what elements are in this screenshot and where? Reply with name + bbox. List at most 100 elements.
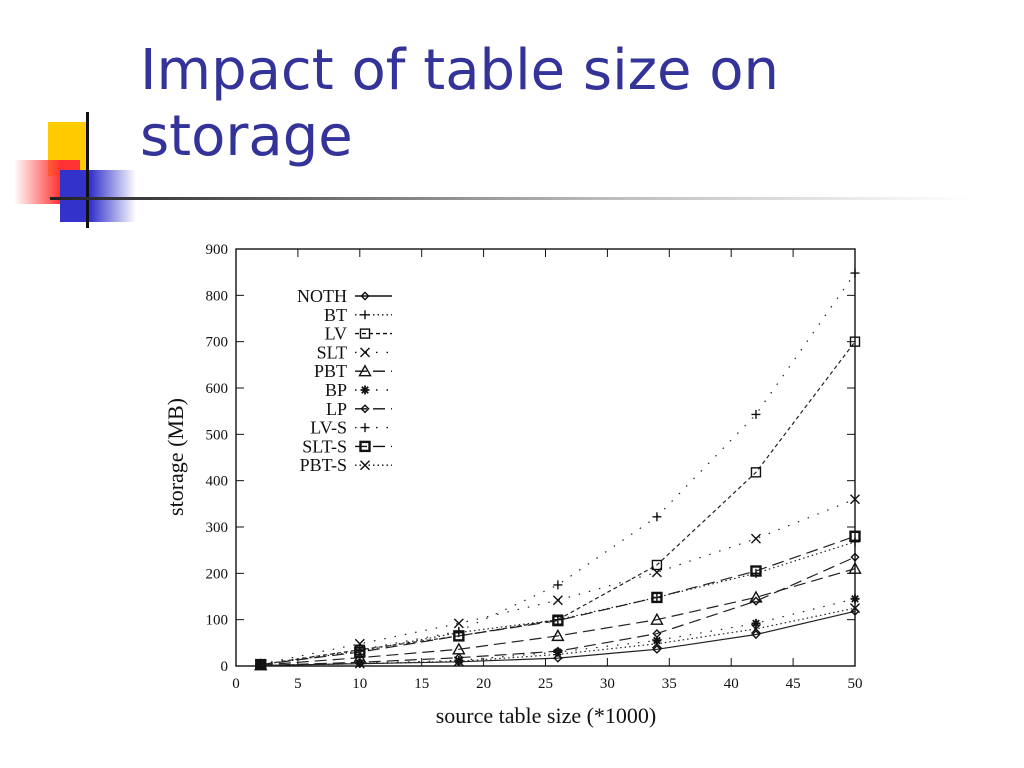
- legend-label: BT: [324, 305, 347, 325]
- plot-area: 0 5 10 15 20 25 30 35 40 45 5001002003004005006007…: [206, 242, 863, 692]
- y-tick-label: 500: [206, 427, 229, 443]
- legend-entry: SLT-S: [302, 436, 392, 456]
- y-tick-label: 700: [206, 335, 229, 351]
- slide-title-line2: storage: [140, 104, 353, 169]
- x-tick-label: 15: [414, 676, 429, 692]
- series-line: [260, 556, 856, 667]
- data-point: [850, 494, 860, 505]
- data-point: [850, 603, 860, 614]
- data-point: [652, 512, 662, 522]
- data-point: [651, 591, 663, 604]
- storage-line-chart: 0 5 10 15 20 25 30 35 40 45 5001002003004005006007…: [163, 242, 863, 728]
- legend-label: LV: [325, 324, 347, 344]
- y-tick-label: 900: [206, 242, 229, 258]
- data-point: [552, 614, 564, 627]
- series-slt-s: [255, 530, 861, 671]
- legend-entry: PBT: [314, 361, 392, 381]
- data-point: [652, 636, 662, 646]
- legend-entry: BP: [325, 380, 392, 400]
- data-point: [850, 552, 860, 562]
- y-tick-label: 400: [206, 474, 229, 490]
- series-line: [260, 272, 856, 665]
- y-tick-label: 0: [221, 659, 229, 675]
- data-point: [453, 630, 465, 642]
- data-point: [849, 336, 861, 347]
- data-point: [850, 594, 860, 604]
- data-point: [552, 649, 563, 660]
- data-point: [849, 530, 861, 542]
- data-point: [750, 565, 762, 577]
- legend-entry: LP: [326, 399, 392, 419]
- data-point: [750, 533, 761, 544]
- x-axis-label: source table size (*1000): [436, 703, 657, 728]
- title-underline: [50, 197, 970, 200]
- data-point: [651, 638, 662, 649]
- x-tick-label: 10: [352, 676, 367, 692]
- data-point: [354, 646, 366, 658]
- data-point: [453, 656, 464, 667]
- data-point: [750, 467, 762, 478]
- legend-label: SLT-S: [302, 436, 347, 456]
- legend-label: LP: [326, 399, 347, 419]
- legend-entry: PBT-S: [300, 455, 392, 475]
- data-point: [751, 596, 761, 606]
- data-point: [354, 658, 365, 669]
- legend-label: PBT-S: [300, 455, 347, 475]
- x-tick-label: 45: [786, 676, 801, 692]
- legend-marker: [360, 404, 370, 414]
- x-tick-label: 40: [724, 676, 739, 692]
- data-point: [850, 268, 860, 278]
- legend-marker: [360, 385, 370, 395]
- data-point: [750, 623, 761, 634]
- legend-label: SLT: [317, 342, 347, 362]
- x-tick-label: 30: [600, 676, 615, 692]
- series-pbt-s: [255, 603, 860, 671]
- series-line: [260, 535, 856, 666]
- legend-marker: [359, 328, 371, 339]
- slide-title: Impact of table size on storage: [140, 38, 1000, 170]
- x-tick-label: 35: [662, 676, 677, 692]
- legend-entry: LV-S: [310, 418, 392, 438]
- legend-label: LV-S: [310, 418, 347, 438]
- y-tick-label: 100: [206, 613, 229, 629]
- legend-marker: [360, 460, 370, 471]
- x-tick-label: 25: [538, 676, 553, 692]
- decor-vertical-line: [86, 112, 89, 228]
- legend-marker: [359, 440, 371, 453]
- legend-label: NOTH: [297, 286, 347, 306]
- data-point: [652, 628, 662, 639]
- legend-label: PBT: [314, 361, 347, 381]
- legend-entry: SLT: [317, 342, 392, 362]
- legend-marker: [360, 423, 370, 433]
- x-tick-label: 20: [476, 676, 491, 692]
- legend-entry: NOTH: [297, 286, 392, 306]
- data-point: [651, 567, 662, 578]
- legend-marker: [358, 364, 372, 377]
- legend-entry: BT: [324, 305, 392, 325]
- legend-label: BP: [325, 380, 347, 400]
- y-tick-label: 200: [206, 566, 229, 582]
- series-layer: [254, 268, 862, 671]
- data-point: [749, 590, 763, 603]
- data-point: [551, 628, 565, 642]
- data-point: [650, 612, 664, 625]
- data-point: [751, 409, 761, 419]
- slide-title-line1: Impact of table size on: [140, 38, 780, 103]
- data-point: [553, 580, 563, 590]
- x-tick-label: 5: [294, 676, 302, 692]
- data-point: [255, 658, 267, 671]
- decor-blue-square: [60, 170, 136, 222]
- series-line: [260, 541, 856, 666]
- data-point: [652, 644, 662, 654]
- x-tick-label: 0: [232, 676, 240, 692]
- data-point: [651, 559, 663, 571]
- data-point: [751, 618, 761, 628]
- y-tick-label: 300: [206, 520, 229, 536]
- y-tick-label: 800: [206, 288, 229, 304]
- legend-marker: [360, 291, 370, 301]
- data-point: [552, 595, 563, 606]
- x-tick-label: 50: [848, 676, 863, 692]
- legend-marker: [360, 310, 370, 320]
- data-point: [751, 629, 761, 640]
